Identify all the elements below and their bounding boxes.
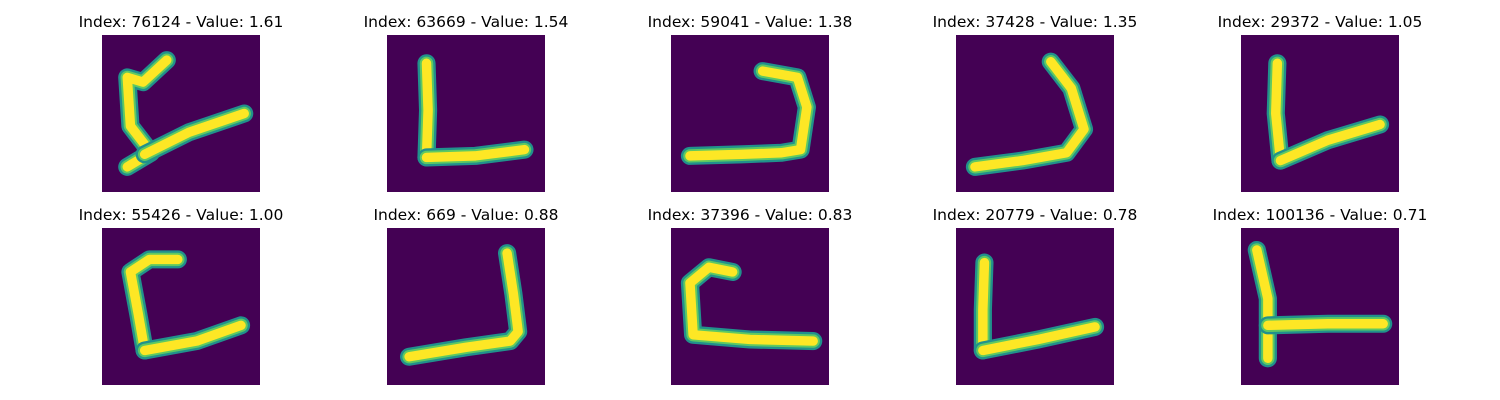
digit-image: [1241, 228, 1399, 385]
panel-title: Index: 76124 - Value: 1.61: [78, 13, 284, 31]
digit-image: [1241, 35, 1399, 192]
image-background: [1241, 35, 1399, 192]
digit-stroke: [1275, 119, 1385, 166]
panel-title: Index: 29372 - Value: 1.05: [1217, 13, 1423, 31]
digit-stroke: [1271, 58, 1286, 166]
panel: Index: 669 - Value: 0.88: [373, 206, 559, 386]
digit-image: [102, 35, 260, 192]
digit-stroke: [970, 56, 1089, 172]
panel: Index: 100136 - Value: 0.71: [1213, 206, 1427, 386]
digit-canvas: [102, 228, 260, 385]
panel: Index: 76124 - Value: 1.61: [79, 13, 283, 193]
panel-title: Index: 20779 - Value: 0.78: [932, 206, 1138, 224]
panel: Index: 55426 - Value: 1.00: [79, 206, 283, 386]
digit-canvas: [387, 228, 545, 385]
digit-image: [387, 35, 545, 192]
panel-title: Index: 63669 - Value: 1.54: [363, 13, 569, 31]
panel: Index: 63669 - Value: 1.54: [364, 13, 568, 193]
panel: Index: 37396 - Value: 0.83: [648, 206, 852, 386]
digit-stroke: [125, 254, 183, 356]
panel-title: Index: 55426 - Value: 1.00: [78, 206, 284, 224]
digit-stroke: [978, 322, 1100, 356]
digit-stroke: [421, 58, 433, 163]
digit-canvas: [956, 228, 1114, 385]
digit-image: [956, 228, 1114, 385]
image-background: [387, 35, 545, 192]
digit-image: [102, 228, 260, 385]
digit-stroke: [139, 108, 249, 160]
panel-title: Index: 37396 - Value: 0.83: [647, 206, 853, 224]
digit-stroke: [1263, 319, 1388, 331]
digit-stroke: [685, 66, 812, 161]
digit-stroke: [978, 257, 990, 356]
digit-image: [671, 35, 829, 192]
panel: Index: 29372 - Value: 1.05: [1218, 13, 1422, 193]
digit-canvas: [1241, 228, 1399, 385]
panel-title: Index: 59041 - Value: 1.38: [647, 13, 853, 31]
panel: Index: 20779 - Value: 0.78: [933, 206, 1137, 386]
digit-stroke: [421, 144, 530, 163]
digit-stroke: [685, 262, 818, 346]
digit-stroke: [404, 248, 523, 362]
digit-canvas: [102, 35, 260, 192]
panel: Index: 59041 - Value: 1.38: [648, 13, 852, 193]
digit-canvas: [671, 228, 829, 385]
digit-image: [671, 228, 829, 385]
digit-stroke: [139, 320, 246, 356]
digit-canvas: [387, 35, 545, 192]
panel: Index: 37428 - Value: 1.35: [933, 13, 1137, 193]
panel-title: Index: 37428 - Value: 1.35: [932, 13, 1138, 31]
digit-image: [387, 228, 545, 385]
digit-stroke: [1252, 245, 1273, 364]
digit-canvas: [1241, 35, 1399, 192]
digit-canvas: [956, 35, 1114, 192]
digit-canvas: [671, 35, 829, 192]
panel-title: Index: 669 - Value: 0.88: [373, 206, 559, 224]
digit-image: [956, 35, 1114, 192]
panel-title: Index: 100136 - Value: 0.71: [1212, 206, 1428, 224]
